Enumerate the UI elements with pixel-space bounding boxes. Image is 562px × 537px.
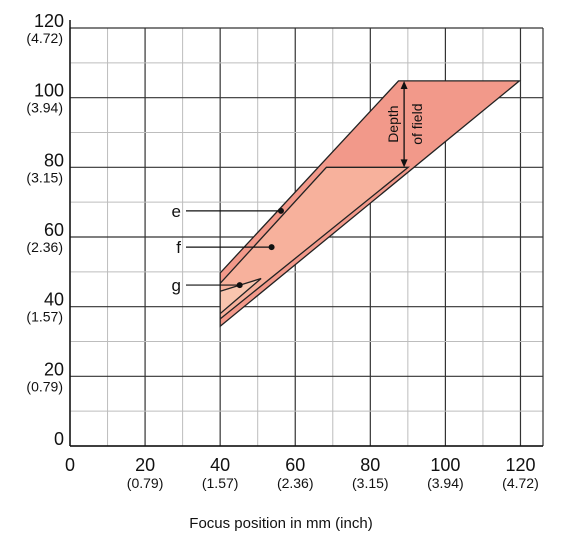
dof-arrow-head-top: [400, 80, 408, 89]
y-tick-sublabel: (0.79): [26, 378, 63, 394]
y-tick-label: 20: [44, 359, 64, 379]
x-tick-sublabel: (3.94): [427, 475, 464, 491]
x-tick-sublabel: (4.72): [502, 475, 539, 491]
x-tick-label: 40: [210, 455, 230, 475]
depth-of-field-annotation: Depth of field: [385, 80, 425, 168]
depth-of-field-regions: [219, 80, 522, 328]
y-tick-label: 40: [44, 290, 64, 310]
y-tick-sublabel: (4.72): [26, 30, 63, 46]
y-tick-label: 120: [34, 11, 64, 31]
x-tick-sublabel: (1.57): [202, 475, 239, 491]
x-tick-label: 120: [505, 455, 535, 475]
y-tick-label: 100: [34, 81, 64, 101]
marker-dot-f: [268, 244, 275, 251]
x-tick-label: 20: [135, 455, 155, 475]
x-tick-sublabel: (0.79): [127, 475, 164, 491]
x-tick-label: 0: [65, 455, 75, 475]
x-tick-label: 80: [360, 455, 380, 475]
dof-label-line2: of field: [409, 104, 425, 145]
region-label-f: f: [176, 238, 181, 257]
y-tick-label: 60: [44, 220, 64, 240]
y-tick-sublabel: (2.36): [26, 239, 63, 255]
region-labels: efg: [172, 202, 284, 295]
y-tick-label: 80: [44, 150, 64, 170]
marker-dot-e: [277, 207, 284, 214]
dof-label-line1: Depth: [385, 105, 401, 142]
y-tick-sublabel: (3.94): [26, 100, 63, 116]
x-tick-sublabel: (2.36): [277, 475, 314, 491]
region-label-g: g: [172, 276, 181, 295]
y-tick-sublabel: (3.15): [26, 169, 63, 185]
region-label-e: e: [172, 202, 181, 221]
y-tick-sublabel: (1.57): [26, 309, 63, 325]
x-tick-sublabel: (3.15): [352, 475, 389, 491]
x-tick-label: 60: [285, 455, 305, 475]
marker-dot-g: [236, 282, 243, 289]
chart-axes: 0 20(0.79)40(1.57)60(2.36)80(3.15)100(3.9…: [26, 11, 543, 491]
x-axis-title: Focus position in mm (inch): [189, 515, 372, 532]
y-tick-label: 0: [54, 429, 64, 449]
dof-arrow-head-bottom: [400, 159, 408, 168]
x-tick-label: 100: [430, 455, 460, 475]
